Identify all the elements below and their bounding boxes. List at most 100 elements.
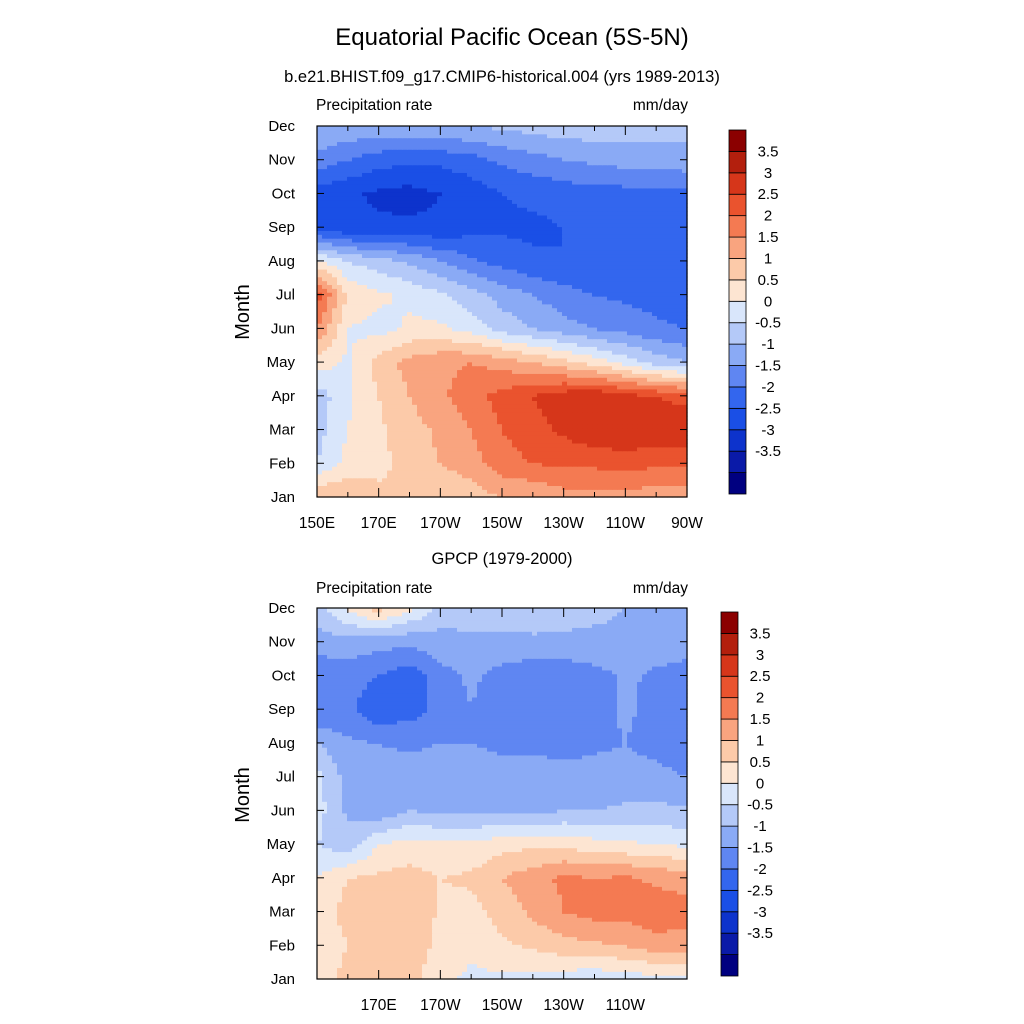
precip-cell [627, 268, 633, 274]
precip-cell [352, 473, 358, 479]
precip-cell [682, 276, 688, 282]
precip-cell [427, 392, 433, 398]
precip-cell [607, 392, 613, 398]
precip-cell [392, 427, 398, 432]
precip-cell [352, 400, 358, 405]
precip-cell [502, 292, 508, 297]
precip-cell [482, 473, 488, 479]
precip-cell [482, 427, 488, 432]
precip-cell [382, 249, 388, 255]
precip-cell [522, 485, 528, 490]
precip-cell [497, 365, 503, 371]
precip-cell [447, 303, 453, 309]
precip-cell [332, 442, 338, 448]
precip-cell [517, 462, 523, 467]
precip-cell [337, 373, 343, 378]
precip-cell [347, 384, 353, 390]
precip-cell [652, 361, 658, 367]
precip-cell [532, 431, 538, 436]
precip-cell [472, 315, 478, 320]
precip-cell [412, 485, 418, 490]
precip-cell [327, 323, 333, 328]
precip-cell [672, 493, 678, 498]
precip-cell [667, 338, 673, 344]
precip-cell [342, 454, 348, 459]
precip-cell [512, 342, 518, 347]
precip-cell [377, 268, 383, 274]
precip-cell [317, 404, 323, 409]
precip-cell [592, 342, 598, 347]
precip-cell [422, 489, 428, 494]
precip-cell [562, 261, 568, 266]
precip-cell [602, 315, 608, 320]
precip-cell [332, 253, 338, 258]
precip-cell [587, 404, 593, 409]
precip-cell [472, 454, 478, 459]
precip-cell [497, 296, 503, 301]
precip-cell [442, 396, 448, 401]
precip-cell [617, 404, 623, 409]
precip-cell [587, 419, 593, 425]
precip-cell [632, 446, 638, 452]
precip-cell [417, 299, 423, 305]
precip-cell [427, 481, 433, 486]
precip-cell [682, 265, 688, 270]
precip-cell [357, 493, 363, 498]
precip-cell [642, 454, 648, 459]
precip-cell [622, 469, 628, 475]
precip-cell [367, 319, 373, 324]
precip-cell [327, 311, 333, 316]
precip-cell [432, 330, 438, 336]
precip-cell [632, 357, 638, 363]
precip-cell [487, 377, 493, 382]
precip-cell [487, 450, 493, 456]
precip-cell [552, 249, 558, 255]
precip-cell [622, 419, 628, 425]
precip-cell [512, 350, 518, 355]
precip-cell [367, 423, 373, 429]
precip-cell [507, 381, 513, 386]
precip-cell [552, 408, 558, 413]
precip-cell [552, 462, 558, 467]
precip-cell [617, 369, 623, 374]
precip-cell [467, 261, 473, 266]
precip-cell [402, 431, 408, 436]
precip-cell [682, 241, 688, 247]
precip-cell [422, 431, 428, 436]
precip-cell [457, 280, 463, 286]
precip-cell [677, 415, 683, 421]
precip-cell [672, 466, 678, 471]
precip-cell [507, 462, 513, 467]
precip-cell [402, 261, 408, 266]
precip-cell [472, 311, 478, 316]
precip-cell [577, 400, 583, 405]
precip-cell [507, 342, 513, 347]
precip-cell [642, 303, 648, 309]
precip-cell [642, 481, 648, 486]
precip-cell [602, 489, 608, 494]
precip-cell [432, 315, 438, 320]
precip-cell [492, 427, 498, 432]
precip-cell [412, 477, 418, 483]
precip-cell [397, 323, 403, 328]
precip-cell [342, 446, 348, 452]
precip-cell [522, 493, 528, 498]
precip-cell [602, 381, 608, 386]
precip-cell [412, 284, 418, 289]
precip-cell [537, 272, 543, 278]
precip-cell [587, 276, 593, 282]
precip-cell [447, 365, 453, 371]
precip-cell [577, 292, 583, 297]
precip-cell [347, 466, 353, 471]
precip-cell [667, 408, 673, 413]
precip-cell [442, 253, 448, 258]
precip-cell [372, 346, 378, 351]
precip-cell [647, 354, 653, 359]
precip-cell [662, 357, 668, 363]
precip-cell [342, 284, 348, 289]
precip-cell [492, 458, 498, 463]
precip-cell [452, 338, 458, 344]
precip-cell [582, 253, 588, 258]
precip-cell [577, 315, 583, 320]
precip-cell [537, 268, 543, 274]
